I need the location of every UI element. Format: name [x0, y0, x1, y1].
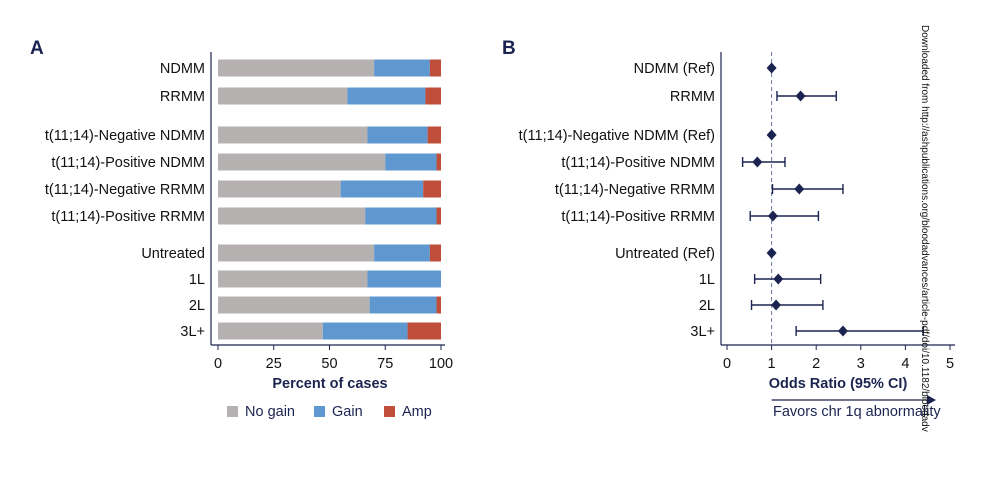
legend-swatch-amp	[384, 406, 395, 417]
category-label-t-11-14-positive-ndmm: t(11;14)-Positive NDMM	[561, 155, 715, 171]
bar-no-gain-2l	[218, 296, 370, 314]
legend-label-amp: Amp	[402, 404, 432, 420]
bar-gain-2l	[369, 296, 437, 314]
bar-gain-t-11-14-positive-rrmm	[365, 207, 437, 225]
category-label-untreated-ref: Untreated (Ref)	[615, 246, 715, 262]
x-tick-label-4: 4	[901, 356, 909, 372]
or-marker-3l	[837, 325, 848, 337]
or-marker-1l	[773, 273, 784, 285]
category-label-t-11-14-negative-rrmm: t(11;14)-Negative RRMM	[555, 182, 715, 198]
bar-no-gain-1l	[218, 270, 368, 288]
bar-no-gain-t-11-14-positive-rrmm	[218, 207, 366, 225]
x-tick-label-5: 5	[946, 356, 954, 372]
x-tick-label-1: 1	[768, 356, 776, 372]
or-marker-t-11-14-positive-ndmm	[752, 156, 763, 168]
x-axis-title-a: Percent of cases	[272, 376, 387, 392]
x-tick-label-3: 3	[857, 356, 865, 372]
bar-amp-t-11-14-positive-rrmm	[436, 207, 441, 225]
bar-amp-t-11-14-positive-ndmm	[436, 153, 441, 171]
bar-no-gain-t-11-14-positive-ndmm	[218, 153, 386, 171]
bar-gain-3l	[322, 322, 408, 340]
bar-gain-t-11-14-negative-ndmm	[367, 126, 428, 144]
bar-amp-2l	[436, 296, 441, 314]
bar-amp-ndmm	[429, 59, 441, 77]
x-axis-title-b: Odds Ratio (95% CI)	[769, 376, 908, 392]
or-marker-rrmm	[795, 90, 806, 102]
x-tick-label-75: 75	[377, 356, 393, 372]
category-label-rrmm: RRMM	[160, 89, 205, 105]
category-label-ndmm-ref: NDMM (Ref)	[634, 61, 715, 77]
bar-amp-t-11-14-negative-ndmm	[427, 126, 441, 144]
category-label-2l: 2L	[699, 298, 715, 314]
or-marker-2l	[771, 299, 782, 311]
category-label-untreated: Untreated	[141, 246, 205, 262]
favors-annotation: Favors chr 1q abnormality	[773, 404, 941, 420]
bar-no-gain-3l	[218, 322, 323, 340]
x-tick-label-25: 25	[266, 356, 282, 372]
x-tick-label-2: 2	[812, 356, 820, 372]
watermark-text: Downloaded from http://ashpublications.o…	[919, 25, 930, 432]
bar-gain-rrmm	[347, 87, 426, 105]
x-tick-label-50: 50	[321, 356, 337, 372]
bar-amp-rrmm	[425, 87, 441, 105]
panel-label-a: A	[30, 38, 44, 59]
legend-swatch-no-gain	[227, 406, 238, 417]
category-label-t-11-14-positive-rrmm: t(11;14)-Positive RRMM	[51, 209, 205, 225]
x-tick-label-100: 100	[429, 356, 453, 372]
bar-no-gain-rrmm	[218, 87, 348, 105]
bar-no-gain-t-11-14-negative-ndmm	[218, 126, 368, 144]
or-marker-t-11-14-negative-rrmm	[794, 183, 805, 195]
or-marker-ndmm-ref	[766, 62, 777, 74]
bar-amp-3l	[407, 322, 441, 340]
category-label-2l: 2L	[189, 298, 205, 314]
category-label-t-11-14-negative-ndmm-ref: t(11;14)-Negative NDMM (Ref)	[519, 128, 715, 144]
legend-swatch-gain	[314, 406, 325, 417]
bar-no-gain-untreated	[218, 244, 375, 262]
x-tick-label-0: 0	[214, 356, 222, 372]
category-label-t-11-14-positive-rrmm: t(11;14)-Positive RRMM	[561, 209, 715, 225]
category-label-ndmm: NDMM	[160, 61, 205, 77]
bar-gain-ndmm	[374, 59, 430, 77]
bar-gain-untreated	[374, 244, 430, 262]
legend-label-no-gain: No gain	[245, 404, 295, 420]
bar-no-gain-t-11-14-negative-rrmm	[218, 180, 341, 198]
legend-label-gain: Gain	[332, 404, 363, 420]
bar-amp-t-11-14-negative-rrmm	[423, 180, 441, 198]
category-label-1l: 1L	[699, 272, 715, 288]
bar-gain-t-11-14-positive-ndmm	[385, 153, 437, 171]
category-label-t-11-14-negative-ndmm: t(11;14)-Negative NDMM	[45, 128, 205, 144]
or-marker-untreated-ref	[766, 247, 777, 259]
bar-gain-1l	[367, 270, 441, 288]
category-label-3l: 3L+	[690, 324, 715, 340]
or-marker-t-11-14-positive-rrmm	[767, 210, 778, 222]
panel-label-b: B	[502, 38, 516, 59]
category-label-t-11-14-positive-ndmm: t(11;14)-Positive NDMM	[51, 155, 205, 171]
category-label-t-11-14-negative-rrmm: t(11;14)-Negative RRMM	[45, 182, 205, 198]
or-marker-t-11-14-negative-ndmm-ref	[766, 129, 777, 141]
category-label-1l: 1L	[189, 272, 205, 288]
x-tick-label-0: 0	[723, 356, 731, 372]
bar-no-gain-ndmm	[218, 59, 375, 77]
favors-arrow-head	[927, 395, 936, 405]
bar-amp-untreated	[429, 244, 441, 262]
panel-b-forest-plot: B NDMM (Ref) RRMM t(11;14)-Negative NDMM (R…	[502, 38, 955, 420]
category-label-3l: 3L+	[180, 324, 205, 340]
bar-gain-t-11-14-negative-rrmm	[340, 180, 424, 198]
category-label-rrmm: RRMM	[670, 89, 715, 105]
panel-a-bar-chart: A NDMM RRMM t(11;14)-Negative NDMM t(11;14)-…	[30, 38, 453, 420]
